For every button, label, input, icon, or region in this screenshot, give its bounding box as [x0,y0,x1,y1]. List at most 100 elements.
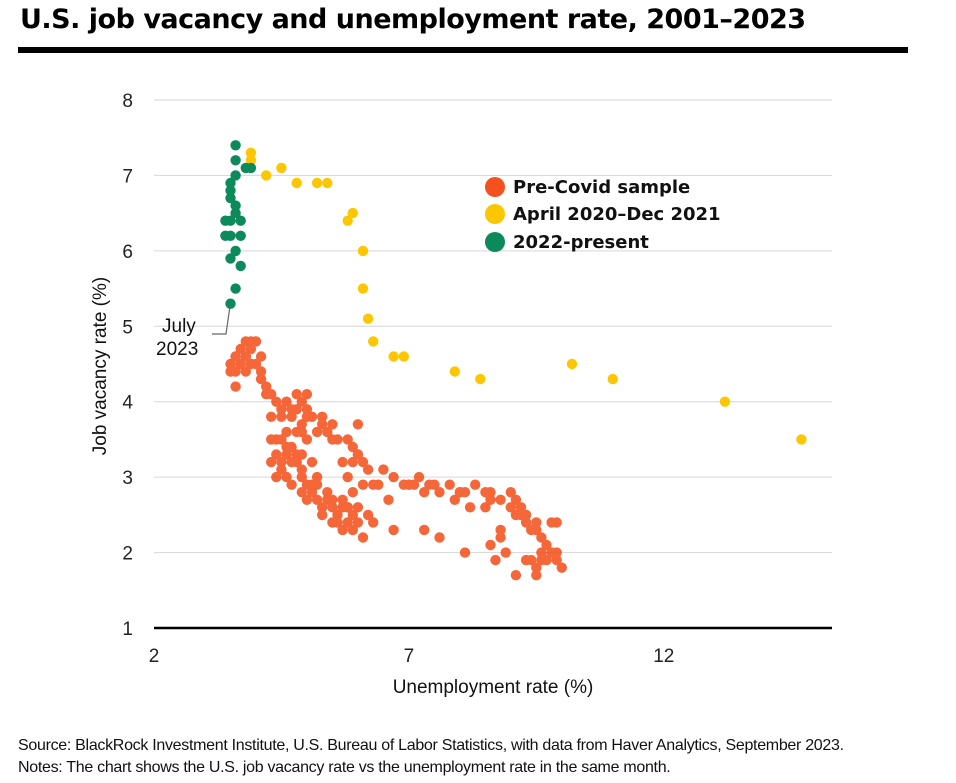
point-2020-2021 [607,373,618,385]
point-2022-present [230,200,241,211]
point-pre-covid [311,479,323,490]
legend-label-2022-present: 2022-present [513,232,649,253]
point-2020-2021 [475,373,486,385]
point-pre-covid [505,487,516,498]
series-pre-covid [225,336,567,581]
point-pre-covid [388,524,399,536]
point-pre-covid [383,494,394,505]
annotation-july-2023: July 2023 [156,305,231,360]
point-pre-covid [556,562,567,573]
point-pre-covid [301,404,313,415]
point-pre-covid [459,547,471,558]
annotation-line2: 2023 [156,339,198,360]
point-pre-covid [291,404,302,415]
point-pre-covid [470,479,481,490]
y-tick-label: 4 [122,393,133,414]
point-pre-covid [281,396,292,407]
point-pre-covid [296,426,307,438]
point-2022-present [230,245,241,257]
point-pre-covid [352,449,364,460]
point-2020-2021 [796,434,807,445]
point-pre-covid [230,381,241,392]
point-pre-covid [281,471,292,483]
point-pre-covid [347,509,358,521]
point-pre-covid [515,502,527,513]
point-pre-covid [500,547,511,558]
point-pre-covid [301,434,313,445]
point-pre-covid [536,547,547,558]
point-pre-covid [429,479,440,490]
point-pre-covid [495,524,506,536]
point-2022-present [235,230,246,241]
point-2022-present [225,192,236,204]
point-pre-covid [342,434,353,445]
point-pre-covid [276,404,287,415]
point-pre-covid [485,539,496,551]
point-pre-covid [362,509,374,521]
point-2020-2021 [719,396,731,407]
point-pre-covid [286,441,297,453]
point-pre-covid [301,494,313,505]
point-pre-covid [368,517,379,528]
x-tick-labels: 2 7 12 [149,646,675,667]
point-pre-covid [337,524,348,536]
point-pre-covid [296,471,307,483]
point-pre-covid [464,502,476,513]
point-pre-covid [322,487,333,498]
point-2022-present [230,170,241,181]
point-pre-covid [250,358,262,370]
point-pre-covid [322,426,333,438]
point-pre-covid [551,517,562,528]
point-pre-covid [419,487,430,498]
point-pre-covid [245,343,257,355]
point-pre-covid [352,419,364,430]
point-pre-covid [306,487,318,498]
point-2020-2021 [566,358,578,370]
point-pre-covid [296,396,307,407]
x-tick-label: 12 [653,646,674,667]
point-pre-covid [235,343,246,355]
point-2020-2021 [388,351,399,362]
legend-swatch-2022-present [485,232,505,252]
point-2020-2021 [322,177,333,189]
point-pre-covid [536,554,547,566]
point-2020-2021 [362,313,374,324]
point-pre-covid [266,434,277,445]
point-pre-covid [434,487,445,498]
y-tick-label: 6 [122,242,133,263]
point-pre-covid [225,358,236,370]
point-pre-covid [281,449,292,460]
point-pre-covid [255,351,267,362]
point-pre-covid [495,494,506,505]
point-pre-covid [531,524,542,536]
point-pre-covid [352,502,364,513]
point-pre-covid [296,487,307,498]
point-2022-present [220,215,231,226]
point-pre-covid [311,494,323,505]
chart-notes: Notes: The chart shows the U.S. job vaca… [18,759,671,776]
point-pre-covid [286,411,297,422]
point-pre-covid [291,456,302,468]
point-pre-covid [327,434,338,445]
point-pre-covid [357,479,369,490]
point-pre-covid [337,456,348,468]
point-pre-covid [342,471,353,483]
point-pre-covid [296,464,307,475]
legend-label-2020-2021: April 2020–Dec 2021 [513,204,721,225]
point-2022-present [225,253,236,264]
annotation-leader-line [212,305,231,335]
point-pre-covid [276,456,287,468]
point-pre-covid [276,411,287,422]
point-pre-covid [271,396,282,407]
point-pre-covid [281,426,292,438]
point-pre-covid [531,562,542,573]
point-pre-covid [311,426,323,438]
point-pre-covid [449,494,460,505]
point-pre-covid [245,336,257,347]
point-pre-covid [347,524,358,536]
point-pre-covid [261,381,272,392]
point-pre-covid [296,449,307,460]
point-pre-covid [235,358,246,370]
point-2020-2021 [245,155,257,166]
point-pre-covid [317,509,328,521]
